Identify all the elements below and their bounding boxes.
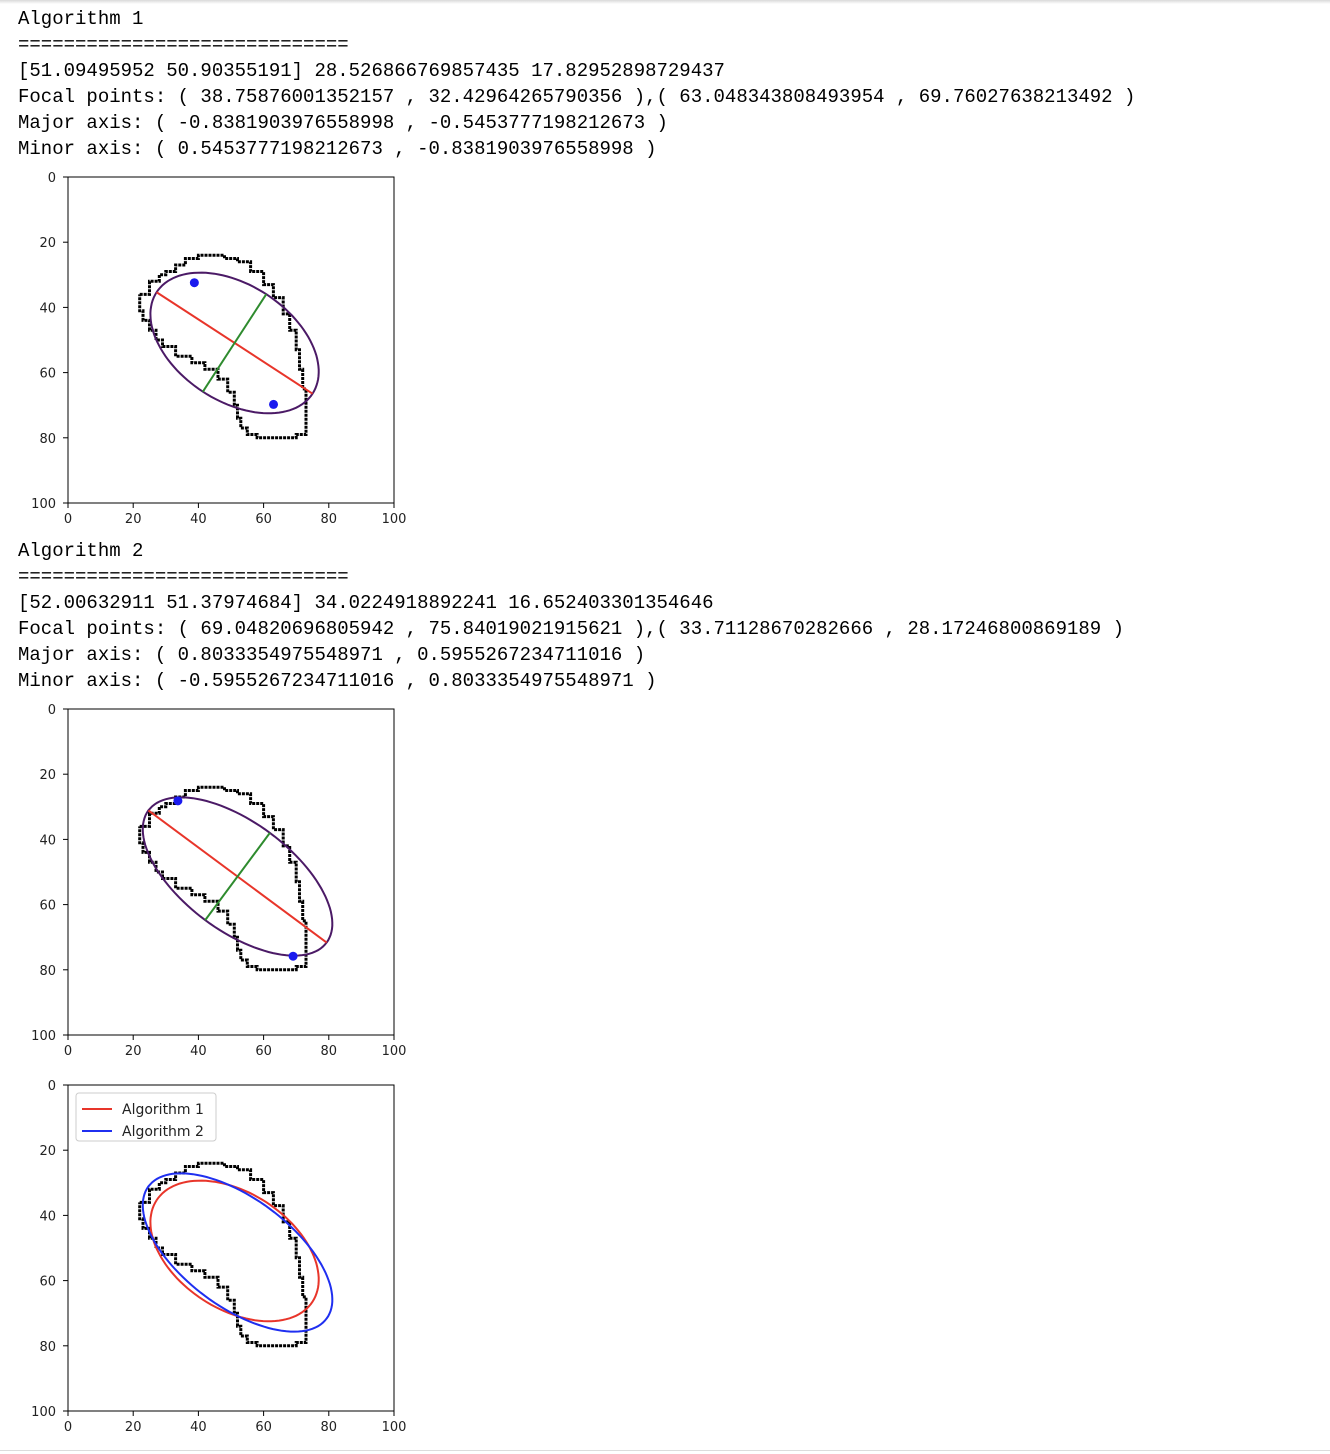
x-tick-label: 80 (321, 1044, 338, 1059)
contour-line (138, 253, 308, 440)
y-tick-label: 40 (39, 301, 56, 316)
output-line: [52.00632911 51.37974684] 34.02249188922… (18, 592, 714, 614)
x-tick-label: 100 (382, 1420, 407, 1435)
x-tick-label: 60 (255, 1044, 272, 1059)
x-tick-label: 80 (321, 1420, 338, 1435)
x-tick-label: 20 (125, 1420, 142, 1435)
y-tick-label: 0 (48, 1079, 56, 1094)
legend-box (75, 1092, 217, 1142)
y-tick-label: 20 (39, 236, 56, 251)
y-tick-label: 80 (39, 432, 56, 447)
x-tick-label: 80 (321, 512, 338, 527)
y-tick-label: 20 (39, 768, 56, 783)
output-line: Algorithm 1 (18, 8, 144, 30)
output-line: ============================= (18, 566, 349, 588)
output-line: Minor axis: ( 0.5453777198212673 , -0.83… (18, 138, 657, 160)
focal-point (173, 796, 183, 806)
focal-point (288, 951, 298, 961)
y-tick-label: 60 (39, 899, 56, 914)
bottom-border (0, 1450, 1330, 1451)
output-line: Major axis: ( -0.8381903976558998 , -0.5… (18, 112, 668, 134)
output-algorithm-1: Algorithm 1 ============================… (18, 6, 1135, 162)
y-tick-label: 40 (39, 833, 56, 848)
top-border (0, 0, 1330, 4)
plot-algorithm-1: 0 0 20 20 40 40 60 60 80 80 100 100 (31, 171, 407, 527)
focal-point (269, 399, 279, 409)
output-line: Focal points: ( 69.04820696805942 , 75.8… (18, 618, 1124, 640)
minor-axis-line (204, 832, 271, 921)
plot-algorithm-2: 0 0 20 20 40 40 60 60 80 80 100 100 (31, 703, 407, 1059)
y-tick-label: 60 (39, 367, 56, 382)
x-tick-label: 60 (255, 512, 272, 527)
fitted-ellipse (141, 796, 334, 957)
fitted-ellipse (149, 271, 320, 415)
x-tick-label: 0 (64, 512, 72, 527)
y-tick-label: 0 (48, 703, 56, 718)
output-line: Major axis: ( 0.8033354975548971 , 0.595… (18, 644, 646, 666)
y-tick-label: 80 (39, 964, 56, 979)
y-tick-label: 0 (48, 171, 56, 186)
contour-line (138, 1161, 308, 1348)
focal-point (189, 278, 199, 288)
legend-label: Algorithm 1 (122, 1102, 204, 1118)
legend-label: Algorithm 2 (122, 1124, 204, 1140)
output-line: Minor axis: ( -0.5955267234711016 , 0.80… (18, 670, 657, 692)
output-line: [51.09495952 50.90355191] 28.52686676985… (18, 60, 725, 82)
output-algorithm-2: Algorithm 2 ============================… (18, 538, 1124, 694)
x-tick-label: 40 (190, 1044, 207, 1059)
x-tick-label: 40 (190, 1420, 207, 1435)
legend: Algorithm 1 Algorithm 2 (75, 1092, 217, 1142)
contour-line (138, 785, 308, 972)
output-line: Algorithm 2 (18, 540, 144, 562)
y-tick-label: 20 (39, 1144, 56, 1159)
x-tick-label: 20 (125, 512, 142, 527)
y-tick-label: 80 (39, 1340, 56, 1355)
x-tick-label: 40 (190, 512, 207, 527)
ellipse-algorithm-2 (141, 1172, 334, 1333)
x-tick-label: 0 (64, 1044, 72, 1059)
output-line: ============================= (18, 34, 349, 56)
y-tick-label: 100 (31, 1405, 56, 1420)
x-tick-label: 100 (382, 1044, 407, 1059)
y-tick-label: 60 (39, 1275, 56, 1290)
y-tick-label: 100 (31, 1029, 56, 1044)
y-tick-label: 100 (31, 497, 56, 512)
x-tick-label: 60 (255, 1420, 272, 1435)
x-tick-label: 20 (125, 1044, 142, 1059)
output-line: Focal points: ( 38.75876001352157 , 32.4… (18, 86, 1136, 108)
x-tick-label: 100 (382, 512, 407, 527)
x-tick-label: 0 (64, 1420, 72, 1435)
y-tick-label: 40 (39, 1209, 56, 1224)
minor-axis-line (202, 293, 268, 393)
